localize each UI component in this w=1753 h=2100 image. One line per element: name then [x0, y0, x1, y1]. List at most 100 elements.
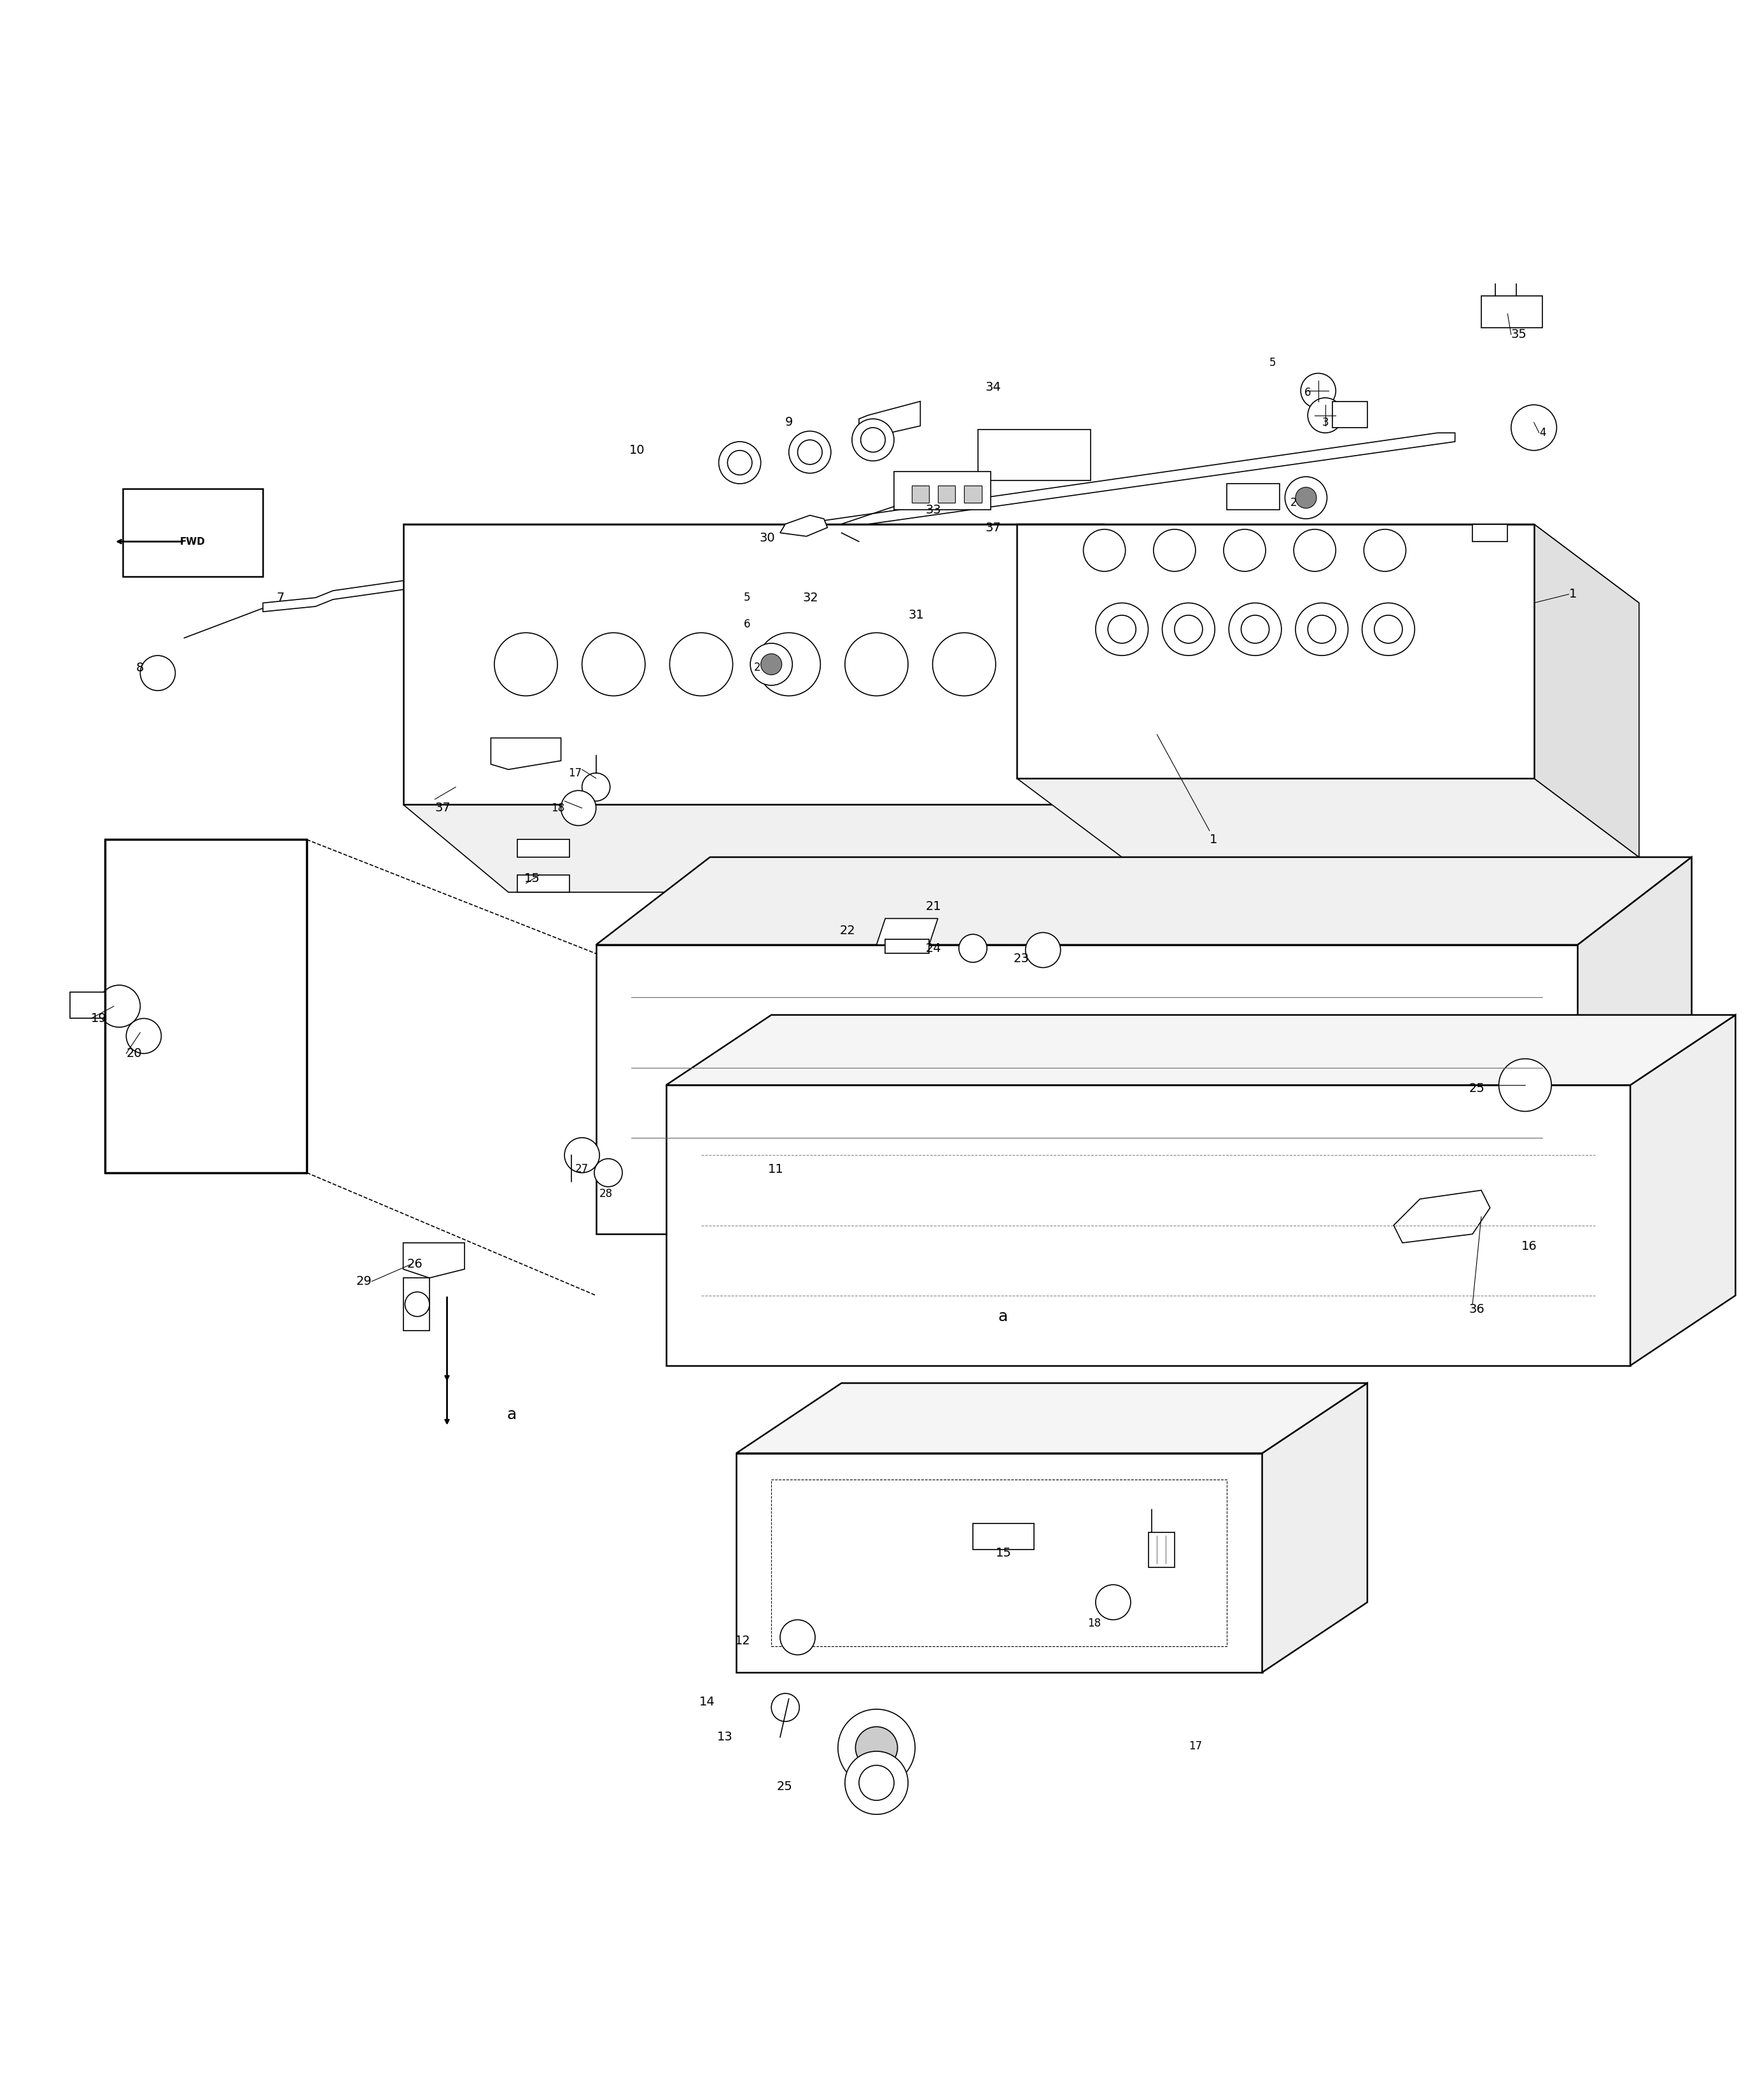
Circle shape [1083, 529, 1125, 571]
Text: 14: 14 [699, 1697, 715, 1707]
Text: 7: 7 [277, 592, 284, 603]
Polygon shape [1473, 525, 1508, 542]
Polygon shape [491, 737, 561, 769]
Circle shape [1364, 529, 1406, 571]
Circle shape [852, 418, 894, 460]
Circle shape [838, 1709, 915, 1787]
Circle shape [1301, 374, 1336, 407]
Circle shape [761, 653, 782, 674]
Circle shape [126, 1018, 161, 1054]
Circle shape [564, 1138, 600, 1172]
Circle shape [1153, 529, 1196, 571]
Circle shape [1108, 615, 1136, 643]
Text: 11: 11 [768, 1163, 784, 1176]
Bar [964, 485, 982, 504]
Bar [517, 840, 570, 857]
Circle shape [140, 655, 175, 691]
Circle shape [1374, 615, 1402, 643]
Circle shape [1096, 1586, 1131, 1619]
Polygon shape [1630, 1014, 1735, 1365]
Circle shape [582, 632, 645, 695]
Circle shape [98, 985, 140, 1027]
Bar [1481, 296, 1543, 328]
Text: 5: 5 [1269, 357, 1276, 367]
Text: FWD: FWD [181, 538, 205, 546]
Text: 6: 6 [743, 617, 750, 630]
Bar [912, 485, 929, 504]
Circle shape [1162, 603, 1215, 655]
Circle shape [855, 1726, 898, 1768]
Text: 15: 15 [996, 1548, 1011, 1558]
Text: 8: 8 [137, 662, 144, 674]
Circle shape [719, 441, 761, 483]
Text: 30: 30 [759, 531, 775, 544]
Polygon shape [1017, 779, 1639, 857]
Bar [885, 939, 929, 953]
Text: 27: 27 [575, 1163, 589, 1174]
Text: 20: 20 [126, 1048, 142, 1060]
FancyBboxPatch shape [123, 489, 263, 578]
Polygon shape [263, 433, 1455, 611]
Text: a: a [507, 1407, 517, 1422]
Polygon shape [1017, 525, 1639, 603]
Text: 17: 17 [1189, 1741, 1203, 1751]
Bar [517, 876, 570, 892]
Text: 1: 1 [1569, 588, 1576, 601]
Circle shape [582, 773, 610, 800]
Text: a: a [997, 1308, 1008, 1325]
Text: 24: 24 [926, 943, 941, 953]
Polygon shape [1262, 1384, 1367, 1672]
Text: 32: 32 [803, 592, 819, 603]
Circle shape [933, 632, 996, 695]
Polygon shape [780, 514, 827, 536]
Circle shape [405, 1292, 429, 1317]
Circle shape [1511, 405, 1557, 449]
Circle shape [494, 632, 557, 695]
Polygon shape [596, 857, 1692, 945]
Text: 29: 29 [356, 1275, 372, 1287]
Text: 9: 9 [785, 416, 792, 428]
Bar [1332, 401, 1367, 428]
Text: 16: 16 [1522, 1241, 1537, 1252]
Bar [1227, 483, 1280, 510]
Text: 28: 28 [600, 1189, 614, 1199]
Circle shape [757, 632, 820, 695]
Polygon shape [736, 1453, 1262, 1672]
Text: 23: 23 [1013, 953, 1029, 964]
Text: 13: 13 [717, 1730, 733, 1743]
Polygon shape [403, 525, 1104, 804]
Circle shape [1026, 932, 1061, 968]
Circle shape [561, 790, 596, 825]
Circle shape [1229, 603, 1281, 655]
Text: 2: 2 [1290, 498, 1297, 508]
Circle shape [780, 1619, 815, 1655]
Circle shape [771, 1693, 799, 1722]
Circle shape [845, 1751, 908, 1814]
Bar [1148, 1533, 1175, 1567]
Text: 5: 5 [743, 592, 750, 603]
Circle shape [1308, 615, 1336, 643]
Polygon shape [403, 804, 1210, 892]
Polygon shape [1104, 525, 1210, 892]
Circle shape [727, 449, 752, 475]
Circle shape [1295, 487, 1317, 508]
Polygon shape [1578, 857, 1692, 1235]
Text: 18: 18 [1087, 1617, 1101, 1630]
Text: 4: 4 [1539, 426, 1546, 439]
Circle shape [798, 439, 822, 464]
Bar [973, 1522, 1034, 1550]
Circle shape [861, 428, 885, 452]
Polygon shape [859, 401, 920, 439]
Text: 36: 36 [1469, 1304, 1485, 1315]
Bar [70, 991, 105, 1018]
Circle shape [1499, 1058, 1551, 1111]
Circle shape [1294, 529, 1336, 571]
FancyBboxPatch shape [978, 428, 1090, 481]
Circle shape [1241, 615, 1269, 643]
Text: 21: 21 [926, 901, 941, 911]
Text: 10: 10 [629, 445, 645, 456]
Text: 17: 17 [568, 766, 582, 779]
Circle shape [845, 632, 908, 695]
Circle shape [789, 430, 831, 472]
Polygon shape [736, 1384, 1367, 1453]
